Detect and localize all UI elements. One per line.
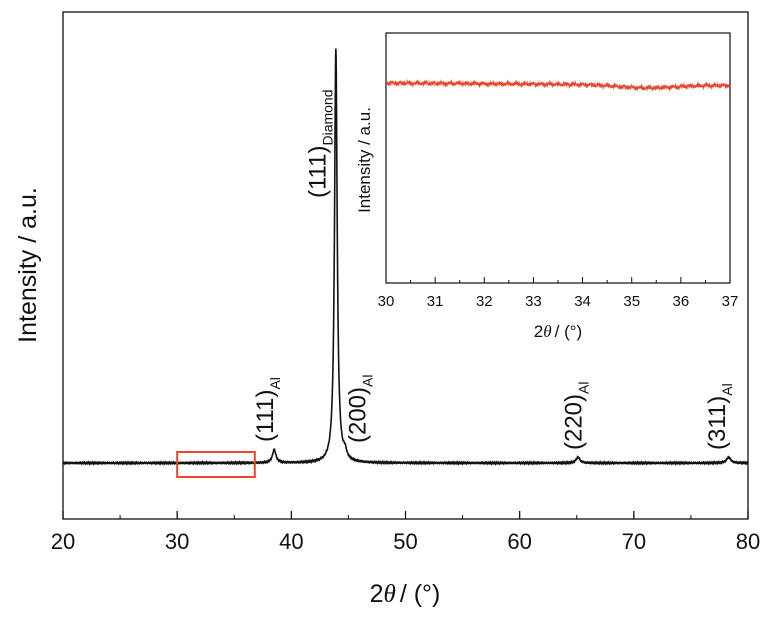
main-x-tick-label: 20 <box>51 529 75 554</box>
peak-label-main: (220) <box>560 394 587 450</box>
peak-label-sub: Al <box>360 375 376 387</box>
peak-label-sub: Al <box>575 382 591 394</box>
inset-x-tick-label: 35 <box>623 293 640 310</box>
inset-x-tick-label: 36 <box>673 293 690 310</box>
inset-chart: 30 31 32 33 34 35 36 37 Intensity / a.u. 2θ / (°… <box>355 32 739 341</box>
inset-x-tick-label: 33 <box>525 293 542 310</box>
main-x-tick-label: 30 <box>165 529 189 554</box>
peak-label-al311: (311)Al <box>704 383 735 450</box>
highlight-box <box>176 451 256 478</box>
peak-label-main: (111) <box>305 146 332 198</box>
inset-x-tick-label: 37 <box>722 293 739 310</box>
main-x-tick-label: 40 <box>279 529 303 554</box>
main-y-axis-title: Intensity / a.u. <box>14 187 42 343</box>
peak-label-sub: Diamond <box>320 90 336 146</box>
inset-x-tick-label: 31 <box>427 293 444 310</box>
peak-label-diamond111: (111)Diamond <box>305 90 336 199</box>
main-x-tick-label: 80 <box>736 529 760 554</box>
peak-label-sub: Al <box>267 377 283 389</box>
main-x-axis-title: 2θ / (°) <box>370 580 441 608</box>
inset-x-tick-label: 30 <box>378 293 395 310</box>
peak-label-al200: (200)Al <box>345 375 376 443</box>
peak-annotations: (111)Al(111)Diamond(200)Al(220)Al(311)Al <box>252 90 735 451</box>
inset-x-ticks: 30 31 32 33 34 35 36 37 <box>378 277 739 310</box>
peak-label-al111: (111)Al <box>252 377 283 442</box>
inset-x-axis-title: 2θ / (°) <box>534 322 582 341</box>
main-x-tick-label: 70 <box>622 529 646 554</box>
inset-y-axis-title: Intensity / a.u. <box>355 107 374 213</box>
peak-label-main: (111) <box>252 390 279 442</box>
main-x-tick-label: 50 <box>393 529 417 554</box>
inset-x-tick-label: 34 <box>574 293 591 310</box>
main-x-tick-label: 60 <box>507 529 531 554</box>
inset-line <box>385 78 731 92</box>
peak-label-sub: Al <box>719 383 735 395</box>
peak-label-main: (311) <box>704 396 731 450</box>
main-x-ticks: 20 30 40 50 60 70 80 <box>51 511 760 554</box>
peak-label-main: (200) <box>345 387 372 443</box>
inset-x-tick-label: 32 <box>476 293 493 310</box>
peak-label-al220: (220)Al <box>560 382 591 450</box>
inset-plot-frame <box>385 32 731 284</box>
